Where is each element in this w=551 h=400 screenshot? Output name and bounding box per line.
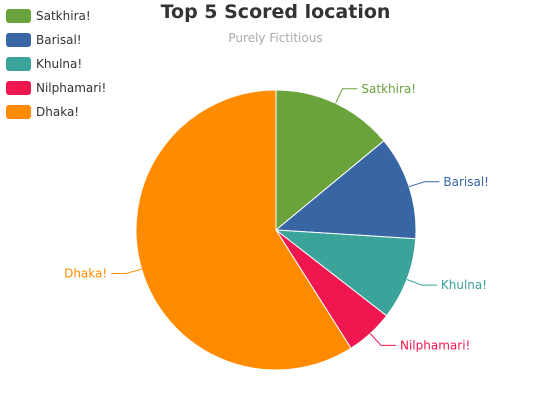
pie-slice[interactable] [275, 89, 385, 231]
legend-swatch [6, 81, 31, 95]
legend-label: Barisal! [36, 33, 82, 47]
legend-label: Nilphamari! [36, 81, 107, 95]
legend-label: Dhaka! [36, 105, 80, 119]
pie-slice[interactable] [135, 89, 352, 371]
chart-legend: Satkhira! Barisal! Khulna! Nilphamari! Dhaka… [6, 4, 106, 124]
slice-label: Nilphamari! [400, 338, 470, 352]
legend-item[interactable]: Dhaka! [6, 100, 106, 124]
legend-swatch [6, 33, 31, 47]
slice-leader-line [406, 279, 437, 286]
legend-swatch [6, 105, 31, 119]
legend-item[interactable]: Barisal! [6, 28, 106, 52]
slice-label: Barisal! [443, 175, 489, 189]
slice-label: Khulna! [441, 278, 487, 292]
pie-slice[interactable] [275, 140, 417, 240]
chart-title: Top 5 Scored location [0, 0, 551, 24]
legend-item[interactable]: Khulna! [6, 52, 106, 76]
slice-label: Satkhira! [361, 82, 416, 96]
legend-swatch [6, 57, 31, 71]
slice-leader-line [335, 88, 358, 104]
legend-item[interactable]: Satkhira! [6, 4, 106, 28]
chart-subtitle: Purely Fictitious [228, 31, 323, 45]
slice-leader-line [408, 181, 440, 188]
slice-leader-line [369, 333, 396, 346]
chart-title-text: Top 5 Scored location [160, 1, 391, 23]
legend-label: Satkhira! [36, 9, 91, 23]
slice-label: Dhaka! [64, 267, 107, 281]
legend-swatch [6, 9, 31, 23]
pie-slice[interactable] [275, 229, 417, 317]
legend-label: Khulna! [36, 57, 83, 71]
legend-item[interactable]: Nilphamari! [6, 76, 106, 100]
slice-leader-line [111, 268, 142, 274]
